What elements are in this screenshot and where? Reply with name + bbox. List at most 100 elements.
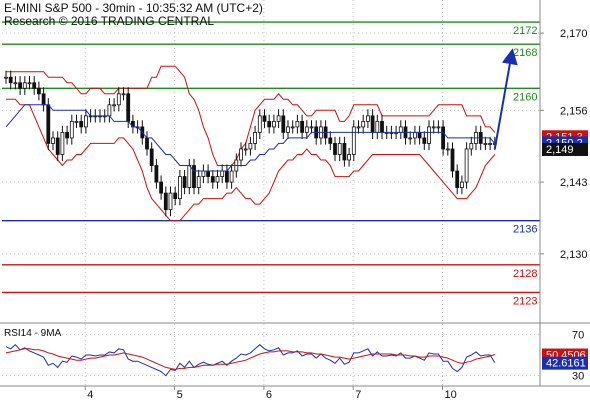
candle-body bbox=[459, 181, 464, 188]
candle-body bbox=[450, 148, 455, 172]
candle-body bbox=[79, 120, 84, 128]
x-tick-label: 6 bbox=[266, 389, 272, 400]
x-tick-label: 10 bbox=[445, 389, 457, 400]
candle-body bbox=[248, 143, 253, 150]
moving-average-line bbox=[5, 104, 496, 172]
candle-body bbox=[271, 120, 276, 128]
rsi-value-tag bbox=[542, 356, 588, 370]
candle-body bbox=[408, 137, 413, 140]
candle-body bbox=[276, 115, 281, 122]
bollinger-bands bbox=[6, 65, 496, 222]
candle-body bbox=[253, 132, 258, 144]
candle-body bbox=[375, 120, 380, 133]
level-label: 2136 bbox=[513, 224, 537, 236]
candle-body bbox=[84, 115, 88, 128]
grid-lines bbox=[2, 0, 540, 386]
chart-title: E-MINI S&P 500 - 30min - 10:35:32 AM (UT… bbox=[4, 1, 263, 15]
level-label: 2160 bbox=[513, 91, 537, 103]
candle-body bbox=[370, 115, 375, 133]
candle-body bbox=[51, 137, 55, 144]
x-tick-label: 7 bbox=[355, 389, 361, 400]
candle-body bbox=[4, 76, 8, 79]
candle-body bbox=[116, 93, 121, 106]
rsi-title: RSI14 - 9MA bbox=[4, 328, 62, 339]
candle-body bbox=[8, 76, 13, 84]
candle-body bbox=[365, 115, 370, 122]
candle-body bbox=[60, 132, 65, 155]
candle-body bbox=[412, 132, 417, 139]
x-tick-label: 5 bbox=[177, 389, 183, 400]
candle-body bbox=[286, 126, 290, 133]
level-label: 2168 bbox=[513, 47, 537, 59]
chart-subtitle: Research © 2016 TRADING CENTRAL bbox=[4, 14, 215, 28]
candle-body bbox=[196, 176, 201, 188]
candle-body bbox=[107, 104, 112, 117]
candle-body bbox=[328, 137, 333, 144]
candle-body bbox=[224, 170, 229, 183]
candle-body bbox=[182, 176, 187, 188]
y-tick-label: 2,170 bbox=[560, 28, 588, 40]
candle-body bbox=[37, 87, 41, 95]
candle-body bbox=[262, 115, 267, 122]
rsi-tick-label: 30 bbox=[572, 371, 584, 383]
y-tick-label: 2,143 bbox=[560, 177, 588, 189]
candle-body bbox=[290, 126, 295, 129]
y-tick-label: 2,130 bbox=[560, 249, 588, 261]
candle-body bbox=[74, 120, 79, 123]
candle-body bbox=[46, 104, 51, 144]
candle-body bbox=[41, 93, 46, 106]
candle-body bbox=[347, 154, 352, 161]
candle-body bbox=[333, 143, 337, 155]
candle-body bbox=[229, 170, 234, 183]
candle-body bbox=[436, 126, 441, 129]
candle-body bbox=[177, 176, 182, 200]
candle-body bbox=[304, 126, 309, 133]
candle-body bbox=[187, 165, 192, 188]
candle-body bbox=[13, 82, 18, 85]
bollinger-lower bbox=[6, 98, 496, 222]
candle-body bbox=[445, 148, 450, 151]
candle-body bbox=[337, 143, 342, 155]
candle-body bbox=[121, 93, 126, 96]
candle-body bbox=[361, 120, 366, 128]
candle-body bbox=[173, 192, 178, 200]
candle-body bbox=[300, 120, 305, 133]
candle-body bbox=[126, 93, 131, 122]
candle-body bbox=[192, 165, 196, 188]
candle-body bbox=[295, 120, 300, 128]
candle-body bbox=[464, 148, 469, 183]
bollinger-upper bbox=[6, 65, 496, 166]
forecast-arrow bbox=[493, 48, 518, 150]
candle-body bbox=[398, 126, 403, 133]
candle-body bbox=[112, 104, 116, 107]
candle-body bbox=[351, 126, 356, 155]
candle-body bbox=[417, 132, 422, 139]
candle-body bbox=[441, 126, 446, 150]
candle-body bbox=[55, 137, 60, 155]
candle-body bbox=[427, 126, 431, 144]
candle-body bbox=[69, 120, 74, 139]
price-levels: 2172 2168 2160 2136 2128 2123 bbox=[2, 21, 540, 307]
candle-body bbox=[163, 192, 168, 211]
forecast-arrow-line bbox=[493, 48, 518, 150]
candle-body bbox=[342, 143, 347, 161]
rsi-tick-label: 70 bbox=[572, 329, 584, 341]
candle-body bbox=[309, 126, 314, 129]
rsi-value-tag-label: 42.6161 bbox=[546, 358, 586, 370]
rsi-panel bbox=[5, 344, 496, 377]
candle-body bbox=[159, 181, 164, 194]
candle-body bbox=[422, 137, 427, 144]
candle-body bbox=[488, 143, 493, 145]
candle-body bbox=[149, 148, 154, 166]
candle-body bbox=[281, 115, 286, 133]
candle-body bbox=[22, 82, 27, 89]
moving-average bbox=[5, 104, 496, 172]
candle-body bbox=[455, 170, 460, 188]
candle-body bbox=[32, 82, 37, 89]
candle-body bbox=[215, 176, 220, 183]
price-tag bbox=[542, 142, 588, 156]
rsi-series-line bbox=[5, 348, 495, 371]
